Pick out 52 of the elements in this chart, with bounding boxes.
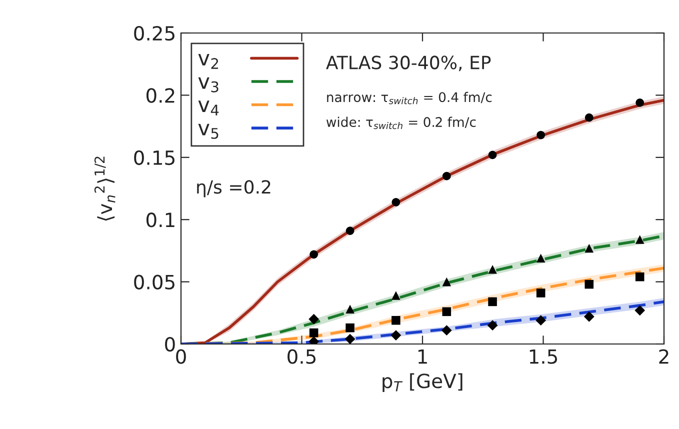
point (488, 150, 497, 160)
y-axis-title: ⟨v$_{n}$$^{2}$⟩$^{1/2}$ (94, 156, 116, 221)
point (584, 244, 594, 253)
x-axis-title: p$_{T}$ [GeV] (382, 373, 462, 392)
point (488, 264, 497, 274)
point (536, 288, 546, 298)
y-tick-label: 0.2 (146, 88, 174, 103)
annotation: wide: τ$_{switch}$ = 0.2 fm/c (326, 116, 476, 130)
y-tick-label: 0 (165, 336, 175, 352)
point (392, 291, 400, 300)
point (346, 226, 354, 235)
point (346, 323, 354, 332)
point (584, 113, 594, 122)
annotation: ATLAS 30-40%, EP (326, 56, 491, 72)
legend-label: v$_{4}$ (198, 100, 219, 116)
point (634, 305, 646, 316)
y-tick-label: 0.1 (146, 212, 174, 228)
legend-label: v$_{3}$ (198, 77, 218, 92)
point (392, 316, 400, 325)
point (584, 280, 594, 289)
point (536, 315, 546, 326)
x-tick-label: 1 (418, 349, 427, 364)
x-tick-label: 0 (176, 349, 186, 364)
legend-label: v$_{2}$ (198, 54, 218, 69)
point (635, 235, 644, 244)
point (635, 272, 644, 282)
y-tick-label: 0.05 (134, 274, 174, 290)
point (442, 277, 452, 286)
point (346, 304, 354, 314)
point (442, 307, 452, 316)
point (488, 297, 497, 306)
point (344, 334, 356, 344)
legend-label: v$_{5}$ (198, 124, 218, 139)
point (487, 320, 498, 331)
y-tick-label: 0.15 (134, 150, 174, 166)
annotation: η/s =0.2 (197, 180, 270, 198)
point (310, 250, 318, 259)
point (392, 198, 400, 206)
point (584, 311, 594, 322)
point (636, 98, 644, 107)
point (308, 314, 320, 324)
annotation: narrow: τ$_{switch}$ = 0.4 fm/c (327, 92, 492, 104)
point (441, 325, 452, 336)
point (309, 328, 318, 338)
point (442, 172, 451, 180)
point (536, 254, 546, 263)
x-tick-label: 0.5 (288, 349, 316, 364)
x-tick-label: 2 (659, 349, 668, 364)
point (536, 130, 545, 140)
point (390, 330, 402, 340)
y-tick-label: 0.25 (134, 26, 174, 41)
x-tick-label: 1.5 (530, 349, 558, 364)
